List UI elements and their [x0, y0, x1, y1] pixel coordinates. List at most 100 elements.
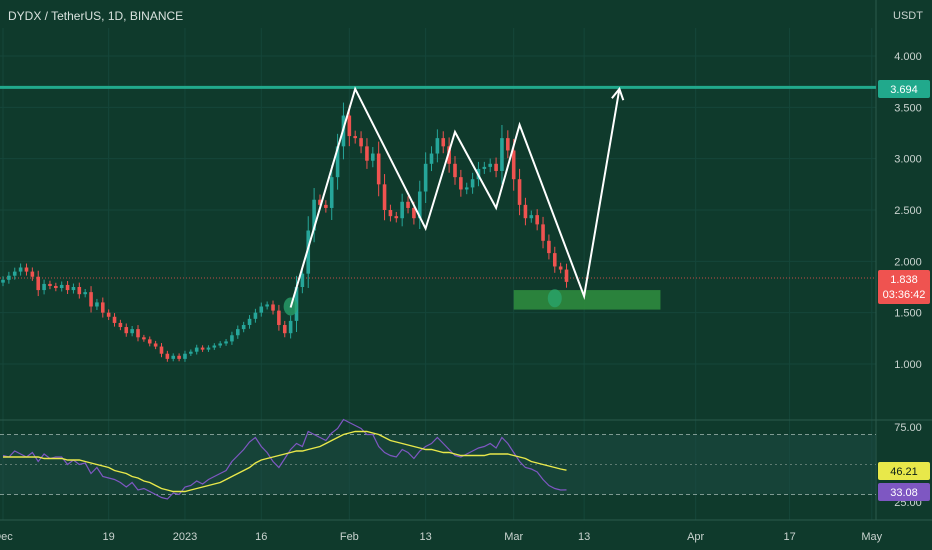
candle: [118, 322, 123, 328]
candle: [429, 153, 434, 164]
candle: [36, 276, 41, 291]
date-tick-label: 13: [578, 531, 590, 543]
candle: [142, 337, 146, 340]
candle: [271, 304, 275, 311]
candle: [253, 312, 258, 319]
candle: [171, 355, 176, 359]
axes-layer: 4.000 3.500 3.000 2.500 2.000 1.500 1.000 75.00…: [0, 51, 922, 543]
pattern-layer: [283, 86, 625, 316]
candle: [1, 279, 5, 283]
price-tick-label: 2.000: [894, 256, 922, 268]
candle: [265, 304, 269, 307]
price-tick-label: 1.500: [894, 308, 922, 320]
candle: [24, 267, 29, 272]
candle: [335, 146, 340, 178]
date-tick-label: 2023: [173, 531, 197, 543]
candle: [470, 179, 475, 188]
date-tick-label: 17: [783, 531, 795, 543]
last-price-badge-bg: [878, 270, 930, 304]
pattern-marker: [547, 289, 562, 308]
support-zone: [513, 290, 661, 310]
candle: [382, 184, 387, 210]
candle: [306, 230, 311, 274]
candle: [224, 341, 228, 344]
candle: [500, 138, 504, 171]
candle: [459, 177, 463, 190]
candle: [482, 166, 487, 169]
candle: [189, 351, 193, 354]
candle: [400, 201, 404, 219]
candle: [230, 335, 234, 342]
candle: [347, 115, 352, 137]
candle: [153, 343, 158, 347]
price-tick-label: 3.500: [894, 102, 922, 114]
date-tick-label: May: [861, 531, 882, 543]
candle: [511, 150, 516, 180]
date-tick-label: Mar: [504, 531, 523, 543]
candle: [112, 316, 117, 323]
candle: [59, 284, 64, 289]
candle: [277, 310, 281, 325]
candle: [200, 347, 205, 350]
candle: [523, 204, 528, 219]
candle: [494, 163, 498, 171]
date-tick-label: 19: [103, 531, 115, 543]
candle: [394, 216, 399, 219]
candle: [329, 177, 334, 208]
date-tick-label: 13: [420, 531, 432, 543]
chart-title: DYDX / TetherUS, 1D, BINANCE: [8, 9, 183, 23]
badges-layer: 3.694 1.838 03:36:42 46.21 33.08: [878, 80, 930, 501]
candle: [441, 138, 446, 147]
candle: [259, 306, 264, 313]
candle: [464, 187, 469, 190]
candle: [564, 269, 569, 282]
candle: [506, 138, 510, 151]
candle: [359, 138, 363, 147]
candle: [535, 215, 539, 225]
support-zone-layer: [513, 290, 661, 310]
level-lines-layer: [0, 85, 876, 279]
last-price-badge: 1.838: [890, 274, 918, 286]
candle: [300, 273, 305, 287]
candle: [177, 355, 181, 359]
candle: [353, 136, 357, 139]
candle: [318, 199, 322, 205]
candle: [435, 138, 440, 154]
candle: [89, 292, 93, 307]
pattern-path: [289, 86, 621, 308]
candle: [212, 345, 217, 348]
candle: [552, 253, 557, 267]
date-tick-label: Feb: [340, 531, 359, 543]
candle: [130, 329, 134, 334]
pattern-arrowhead: [611, 86, 625, 101]
candle: [159, 346, 164, 354]
candle: [65, 284, 70, 291]
rsi-ma-badge: 46.21: [890, 466, 918, 478]
candle: [312, 199, 316, 231]
candle: [236, 329, 240, 336]
candle: [30, 271, 35, 277]
candle: [194, 347, 199, 352]
currency-label: USDT: [893, 10, 923, 22]
candle: [371, 153, 375, 161]
price-tick-label: 4.000: [894, 51, 922, 63]
candle: [106, 312, 111, 317]
candle: [48, 283, 52, 286]
candle: [124, 327, 129, 334]
candle: [517, 179, 522, 205]
candle: [100, 302, 105, 313]
candle: [376, 153, 381, 185]
candle: [206, 347, 211, 350]
price-tick-label: 1.000: [894, 359, 922, 371]
candle: [282, 324, 287, 334]
candle: [77, 287, 82, 295]
candle: [406, 201, 410, 208]
candle: [447, 146, 451, 164]
rsi-value-badge-bg: [878, 483, 930, 501]
candle: [83, 292, 87, 295]
price-tick-label: 3.000: [894, 154, 922, 166]
candle: [136, 329, 140, 338]
candle: [529, 215, 534, 219]
candle: [324, 204, 328, 208]
